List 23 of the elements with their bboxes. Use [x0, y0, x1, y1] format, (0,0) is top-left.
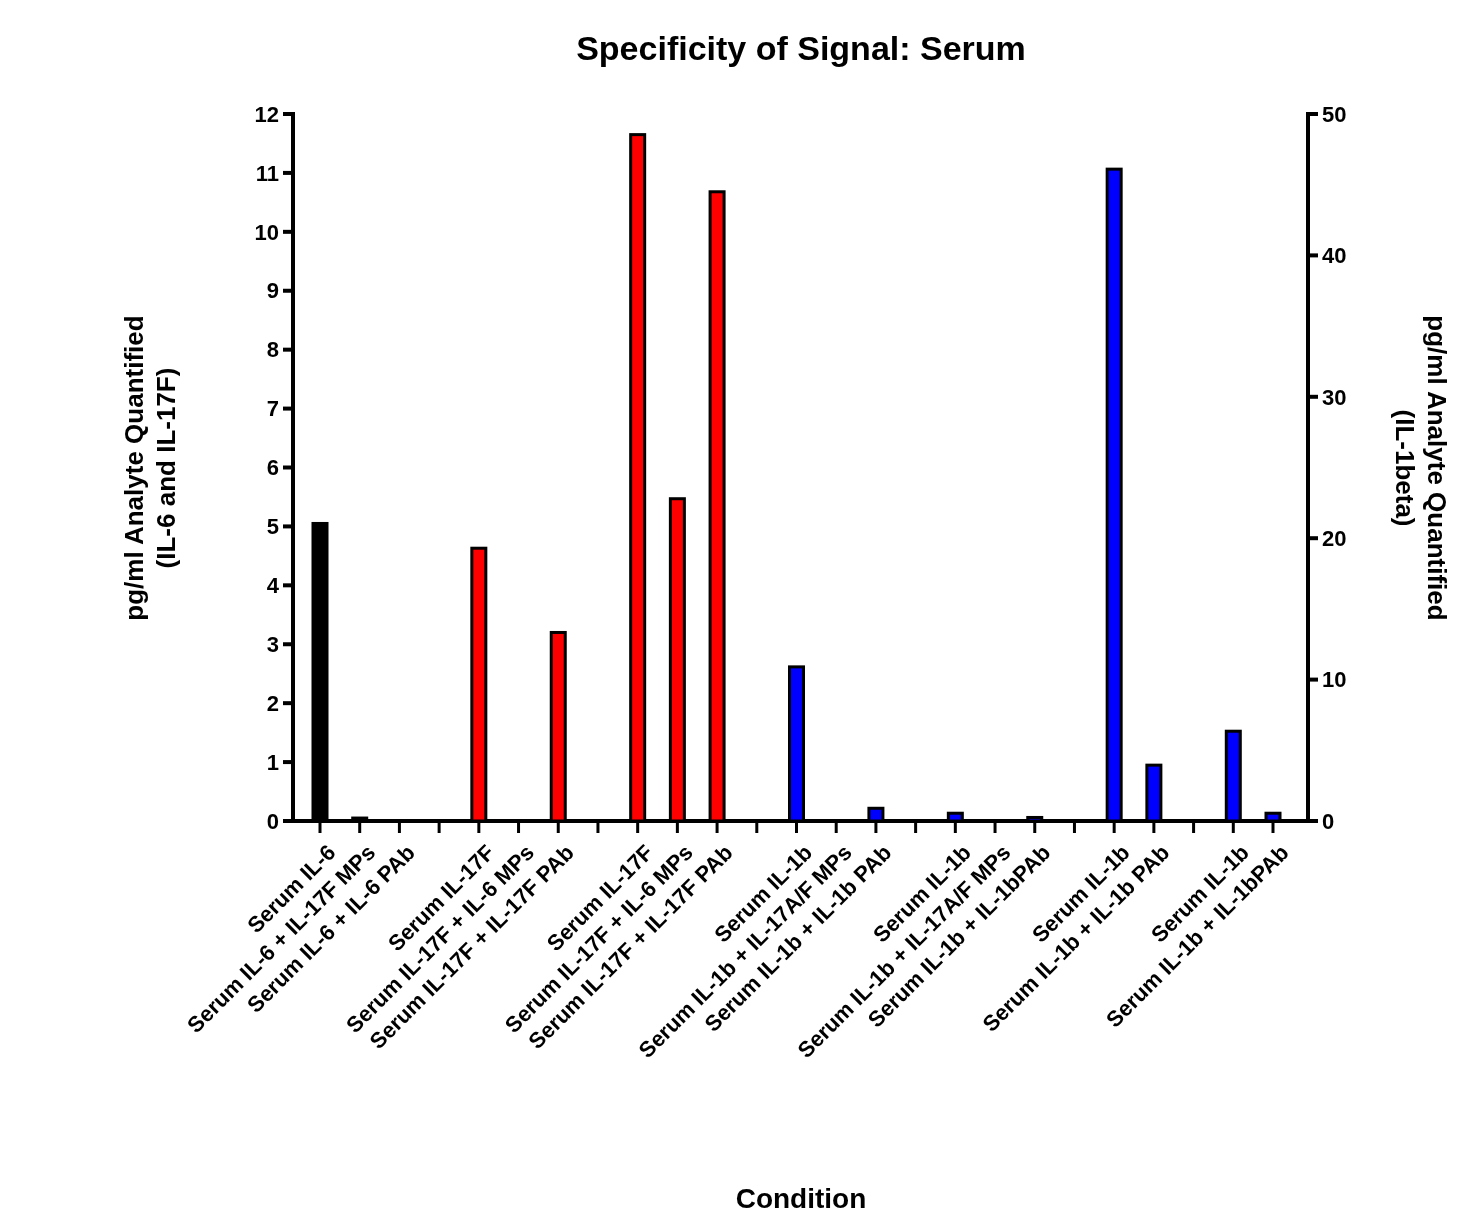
- y-tick-label: 6: [266, 455, 279, 481]
- y2-axis-title: pg/ml Analyte Quantified (IL-1beta): [1390, 315, 1452, 621]
- y-tick-label: 4: [266, 573, 280, 599]
- y-axis-title: pg/ml Analyte Quantified (IL-6 and IL-17F): [119, 315, 181, 621]
- y2-tick-label: 50: [1322, 101, 1347, 127]
- chart-title: Specificity of Signal: Serum: [576, 29, 1026, 67]
- y-tick-label: 1: [266, 749, 279, 775]
- y-tick-label: 5: [266, 514, 279, 540]
- y-tick-label: 2: [266, 690, 279, 716]
- y-tick-label: 0: [266, 808, 279, 834]
- y-tick-label: 12: [254, 101, 279, 127]
- y-tick-label: 11: [255, 160, 279, 186]
- y2-tick-label: 0: [1322, 808, 1335, 834]
- y2-tick-label: 40: [1322, 243, 1347, 269]
- y2-tick-label: 10: [1322, 667, 1347, 693]
- y-tick-label: 9: [266, 278, 279, 304]
- y2-tick-label: 20: [1322, 525, 1347, 551]
- x-axis-title: Condition: [735, 1183, 867, 1214]
- y-tick-label: 10: [254, 219, 279, 245]
- y-tick-label: 3: [266, 631, 279, 657]
- y2-tick-label: 30: [1322, 384, 1347, 410]
- y-tick-label: 7: [266, 396, 279, 422]
- y-tick-label: 8: [266, 337, 279, 363]
